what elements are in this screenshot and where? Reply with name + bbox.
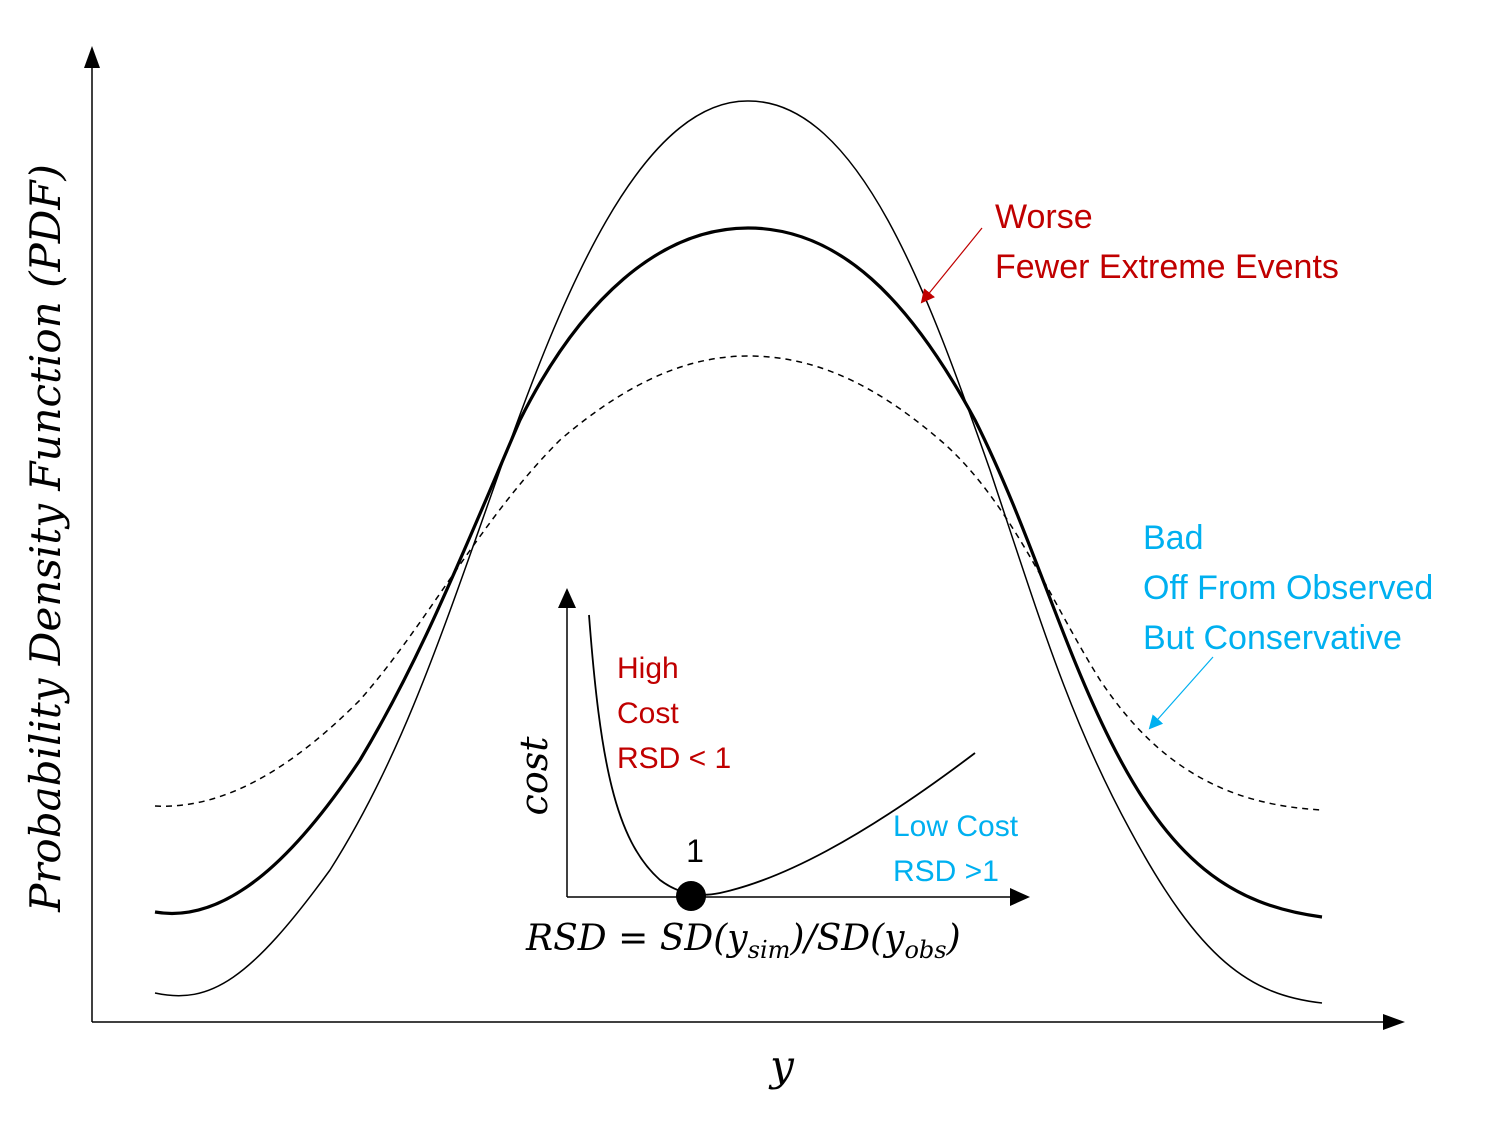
low-cost-line-2: RSD >1: [893, 855, 999, 888]
worse-annotation: Worse Fewer Extreme Events: [995, 198, 1339, 286]
bad-annotation: Bad Off From Observed But Conservative: [1143, 519, 1433, 657]
high-cost-line-3: RSD < 1: [617, 742, 731, 775]
rsd-formula-sd1: SD(y: [660, 918, 749, 959]
bad-title: Bad: [1143, 519, 1204, 557]
worse-title: Worse: [995, 198, 1093, 236]
inset-y-axis-arrowhead: [558, 588, 576, 608]
rsd-formula-sub1: sim: [748, 936, 791, 964]
bad-line-2: Off From Observed: [1143, 569, 1433, 607]
low-cost-annotation: Low Cost RSD >1: [893, 810, 1019, 888]
bad-line-3: But Conservative: [1143, 619, 1402, 657]
bad-arrow: [1148, 656, 1214, 730]
rsd-formula-mid: )/SD(y: [789, 918, 905, 959]
curve-observed: [154, 226, 1323, 919]
rsd-formula: RSD = SD(ysim)/SD(yobs): [525, 918, 961, 964]
cost-minimum-point: [676, 881, 706, 911]
inset-cost-chart: 1 cost High Cost RSD < 1 Low Cost RSD >1…: [512, 588, 1030, 964]
rsd-formula-lhs: RSD: [525, 918, 607, 959]
rsd-formula-sub2: obs: [904, 936, 946, 964]
main-y-axis-label: Probability Density Function (PDF): [21, 164, 70, 913]
rsd-formula-eq: =: [618, 918, 648, 959]
main-y-axis-arrowhead: [84, 46, 100, 68]
rsd-formula-end: ): [946, 918, 961, 959]
worse-subtitle: Fewer Extreme Events: [995, 248, 1339, 286]
worse-arrow: [920, 227, 983, 304]
high-cost-line-1: High: [617, 652, 679, 685]
curve-wide-flat: [154, 355, 1323, 811]
inset-y-axis-label: cost: [512, 736, 556, 816]
inset-x-axis-arrowhead: [1010, 888, 1030, 906]
main-x-axis-label: y: [768, 1041, 795, 1090]
high-cost-line-2: Cost: [617, 697, 679, 730]
low-cost-line-1: Low Cost: [893, 810, 1019, 843]
high-cost-annotation: High Cost RSD < 1: [617, 652, 731, 775]
cost-minimum-label: 1: [686, 833, 704, 869]
main-x-axis-arrowhead: [1383, 1014, 1405, 1030]
curve-tall-narrow: [154, 100, 1323, 1004]
